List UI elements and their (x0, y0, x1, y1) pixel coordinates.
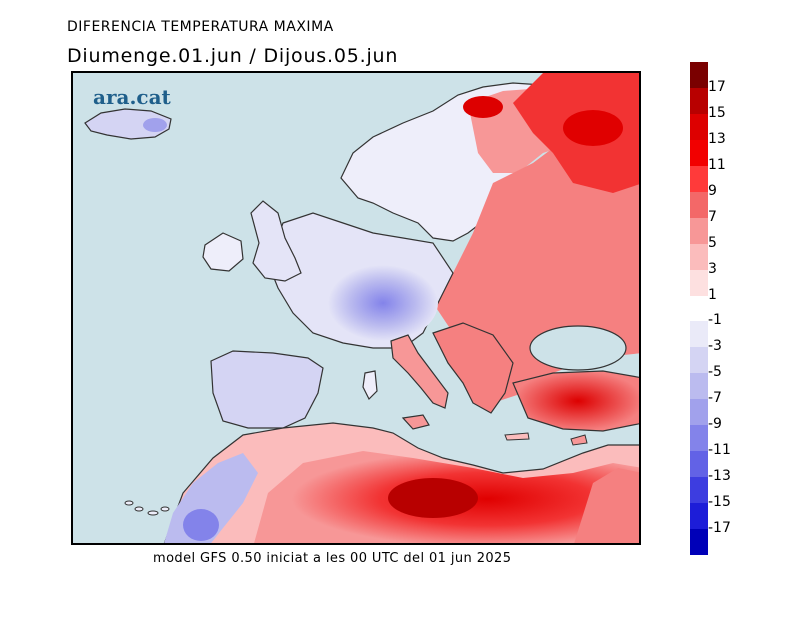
sicily-landmass (401, 414, 430, 430)
legend-swatch (690, 399, 708, 426)
legend-swatch (690, 62, 708, 89)
sardinia-landmass (362, 370, 378, 401)
italy-landmass (390, 334, 449, 409)
legend-swatch (690, 269, 708, 297)
legend-tick-label: 1 (708, 286, 717, 303)
crete-landmass (504, 432, 530, 441)
legend-swatch (690, 113, 708, 141)
temperature-difference-map: ara.cat (71, 71, 641, 545)
legend-swatch (690, 347, 708, 374)
legend-swatch (690, 503, 708, 530)
legend-tick-label: -1 (708, 312, 722, 329)
legend-tick-label: 9 (708, 182, 717, 199)
iceland-landmass (84, 108, 172, 140)
color-legend (690, 62, 708, 556)
legend-tick-label: -13 (708, 468, 731, 485)
egypt-warm-area (574, 468, 639, 543)
legend-swatch (690, 425, 708, 452)
legend-tick-label: 15 (708, 104, 726, 121)
baltic-hot-core (563, 110, 623, 146)
western-sahara-cold-core (183, 509, 219, 541)
ara-cat-logo[interactable]: ara.cat (93, 85, 171, 109)
balkans-landmass (432, 322, 514, 414)
cyprus-landmass (570, 434, 588, 446)
legend-swatch (690, 87, 708, 115)
legend-swatch (690, 165, 708, 193)
chart-subtitle: Diumenge.01.jun / Dijous.05.jun (67, 45, 399, 67)
legend-swatch (690, 243, 708, 271)
legend-tick-label: 11 (708, 156, 726, 173)
legend-tick-label: 7 (708, 208, 717, 225)
legend-tick-label: 5 (708, 234, 717, 251)
legend-swatch (690, 451, 708, 478)
legend-tick-label: 3 (708, 260, 717, 277)
model-caption: model GFS 0.50 iniciat a les 00 UTC del … (153, 551, 512, 566)
iceland-cold-core (143, 118, 167, 132)
great-britain-landmass (250, 200, 302, 282)
black-sea (529, 325, 627, 371)
legend-tick-label: -17 (708, 520, 731, 537)
legend-swatch (690, 477, 708, 504)
lapland-hot-core (463, 96, 503, 118)
legend-tick-label: 13 (708, 130, 726, 147)
turkey-landmass (512, 370, 639, 432)
legend-swatch (690, 191, 708, 219)
legend-tick-label: -7 (708, 390, 722, 407)
legend-swatch (690, 373, 708, 400)
chart-title: DIFERENCIA TEMPERATURA MAXIMA (67, 19, 334, 35)
map-canvas (84, 73, 639, 543)
legend-tick-label: -11 (708, 442, 731, 459)
sahara-hot-core (388, 478, 478, 518)
legend-swatch (690, 139, 708, 167)
iberian-peninsula-landmass (210, 350, 324, 429)
legend-swatch (690, 321, 708, 348)
ireland-landmass (202, 232, 244, 272)
legend-swatch (690, 295, 708, 322)
canary-islands (124, 500, 170, 516)
france-cold-core (328, 265, 438, 341)
legend-tick-label: 17 (708, 78, 726, 95)
legend-tick-label: -3 (708, 338, 722, 355)
legend-tick-label: -5 (708, 364, 722, 381)
legend-tick-label: -9 (708, 416, 722, 433)
legend-swatch (690, 217, 708, 245)
legend-tick-label: -15 (708, 494, 731, 511)
legend-swatch (690, 529, 708, 556)
